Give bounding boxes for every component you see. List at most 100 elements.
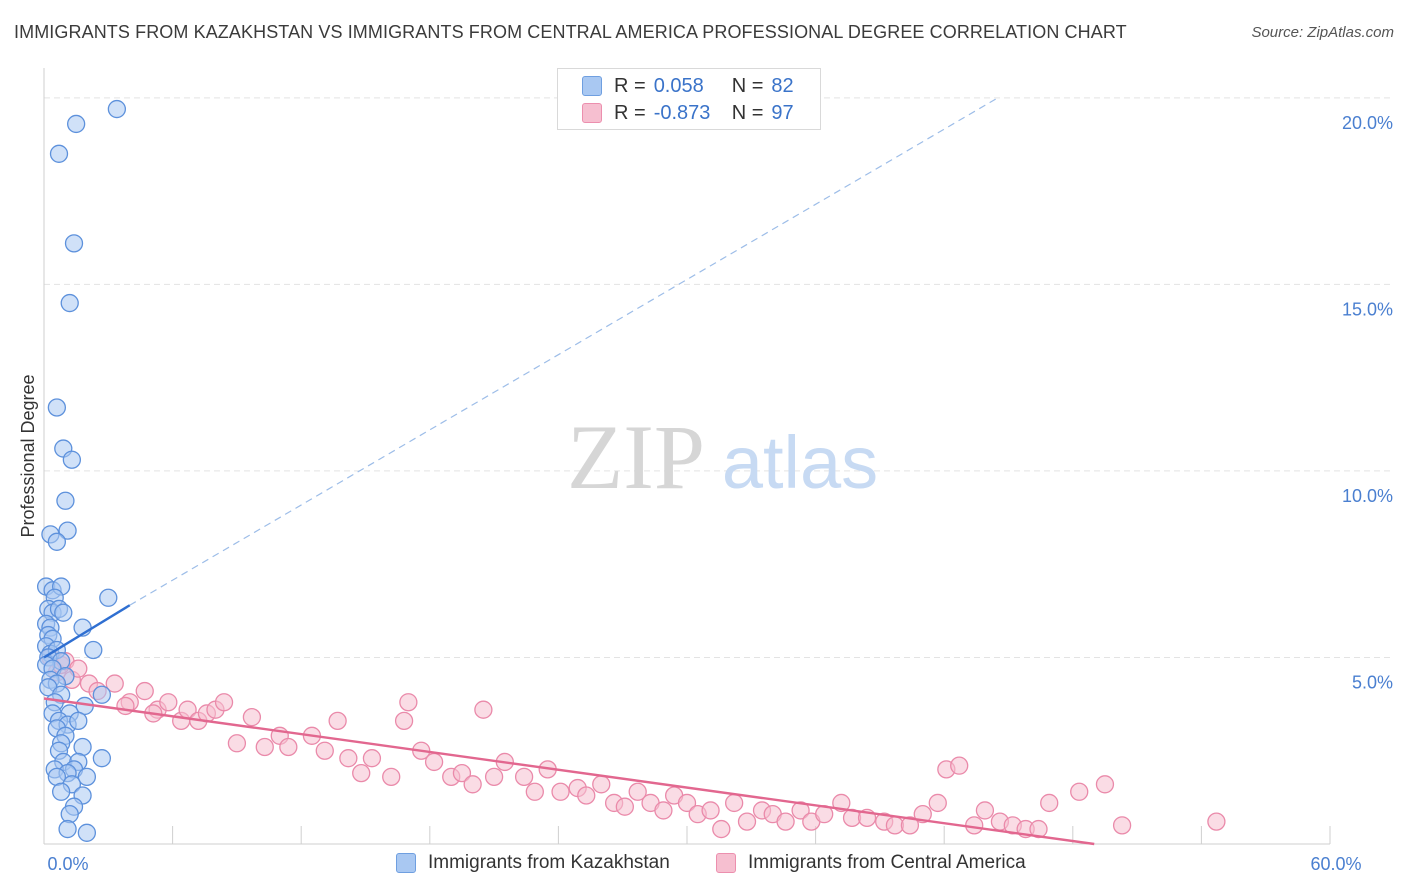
- central-america-point: [615, 797, 634, 816]
- central-america-point: [135, 681, 154, 701]
- kazakhstan-trend-line: [43, 604, 131, 659]
- kazakhstan-point: [77, 767, 97, 786]
- central-america-point: [339, 749, 358, 768]
- central-america-point: [255, 737, 274, 757]
- central-america-point: [328, 711, 347, 731]
- legend-n-value: 82: [771, 74, 794, 97]
- central-america-point: [214, 693, 234, 712]
- central-america-point: [463, 775, 482, 794]
- central-america-point: [900, 816, 920, 835]
- legend-swatch-blue: [396, 853, 416, 873]
- legend-label-central-america: Immigrants from Central America: [748, 852, 1026, 873]
- central-america-point: [577, 786, 596, 805]
- central-america-point: [701, 801, 720, 820]
- kazakhstan-points: [36, 99, 127, 842]
- legend-swatch-blue: [582, 76, 602, 96]
- chart-title: IMMIGRANTS FROM KAZAKHSTAN VS IMMIGRANTS…: [14, 22, 1127, 42]
- central-america-point: [242, 708, 262, 727]
- legend-r-label: R =: [614, 101, 646, 124]
- kazakhstan-trend-extension: [129, 97, 999, 606]
- central-america-point: [628, 782, 647, 801]
- y-tick-label: 5.0%: [1352, 672, 1393, 692]
- legend-r-label: R =: [614, 74, 646, 97]
- kazakhstan-point: [77, 823, 97, 842]
- legend-swatch-pink: [716, 853, 736, 873]
- kazakhstan-point: [64, 234, 84, 253]
- central-america-point: [928, 793, 947, 813]
- central-america-point: [791, 801, 810, 820]
- kazakhstan-point: [58, 521, 77, 540]
- kazakhstan-point: [92, 749, 112, 768]
- legend-item-central-america[interactable]: Immigrants from Central America: [716, 852, 1026, 874]
- kazakhstan-point: [49, 144, 69, 163]
- central-america-point: [382, 767, 401, 786]
- x-tick-label: 60.0%: [1310, 854, 1361, 874]
- central-america-point: [592, 775, 611, 794]
- kazakhstan-point: [69, 711, 88, 731]
- watermark-zip: ZIP: [567, 406, 705, 508]
- central-america-point: [116, 696, 135, 716]
- central-america-point: [654, 801, 673, 820]
- kazakhstan-point: [51, 782, 71, 801]
- central-america-point: [975, 801, 995, 820]
- central-america-point: [474, 700, 493, 719]
- legend-r-value: -0.873: [653, 101, 711, 124]
- central-america-point: [712, 819, 731, 839]
- kazakhstan-point: [107, 99, 127, 119]
- source-label: Source: ZipAtlas.com: [1251, 24, 1394, 41]
- central-america-point: [315, 741, 334, 760]
- central-america-point: [159, 693, 178, 712]
- central-america-point: [452, 763, 472, 783]
- legend-n-label: N =: [731, 101, 764, 124]
- central-america-point: [525, 782, 544, 801]
- legend-swatch-pink: [582, 103, 602, 123]
- central-america-point: [551, 782, 570, 801]
- legend-n-value: 97: [771, 101, 794, 124]
- kazakhstan-point: [92, 685, 112, 704]
- central-america-point: [105, 674, 124, 693]
- correlation-legend: R = 0.058 N = 82 R = -0.873 N = 97: [557, 68, 821, 130]
- central-america-points: [41, 648, 1226, 839]
- y-tick-label: 15.0%: [1342, 299, 1393, 319]
- central-america-trend-line: [43, 697, 1095, 846]
- series-legend: Immigrants from Kazakhstan Immigrants fr…: [0, 852, 1406, 878]
- kazakhstan-point: [58, 819, 77, 839]
- central-america-point: [352, 763, 371, 783]
- central-america-point: [227, 734, 247, 753]
- central-america-point: [1040, 793, 1059, 813]
- kazakhstan-point: [62, 450, 82, 469]
- trend-lines: [43, 97, 1095, 846]
- central-america-point: [362, 749, 382, 768]
- central-america-point: [776, 812, 795, 831]
- central-america-point: [1095, 775, 1115, 794]
- legend-r-value: 0.058: [653, 74, 704, 97]
- central-america-point: [737, 812, 757, 831]
- watermark-atlas: atlas: [722, 421, 878, 504]
- central-america-point: [484, 767, 504, 786]
- kazakhstan-point: [99, 588, 118, 607]
- legend-row-kazakhstan: R = 0.058 N = 82: [582, 74, 794, 98]
- central-america-point: [279, 737, 298, 757]
- legend-item-kazakhstan[interactable]: Immigrants from Kazakhstan: [396, 852, 670, 874]
- kazakhstan-point: [56, 491, 75, 510]
- grid-lines: [44, 97, 1394, 658]
- central-america-point: [913, 805, 932, 824]
- central-america-point: [424, 752, 444, 772]
- kazakhstan-point: [67, 114, 86, 134]
- watermark: ZIP atlas: [567, 406, 878, 508]
- central-america-point: [394, 711, 414, 731]
- y-axis-label: Professional Degree: [18, 374, 38, 537]
- x-tick-label: 0.0%: [47, 854, 88, 874]
- kazakhstan-point: [54, 603, 73, 622]
- central-america-point: [1029, 819, 1048, 839]
- kazakhstan-point: [60, 293, 79, 313]
- kazakhstan-point: [47, 398, 67, 417]
- central-america-point: [677, 793, 697, 813]
- legend-n-label: N =: [731, 74, 764, 97]
- y-tick-label: 10.0%: [1342, 486, 1393, 506]
- kazakhstan-point: [84, 640, 103, 660]
- y-tick-label: 20.0%: [1342, 113, 1393, 133]
- central-america-point: [399, 693, 418, 712]
- legend-label-kazakhstan: Immigrants from Kazakhstan: [428, 852, 670, 873]
